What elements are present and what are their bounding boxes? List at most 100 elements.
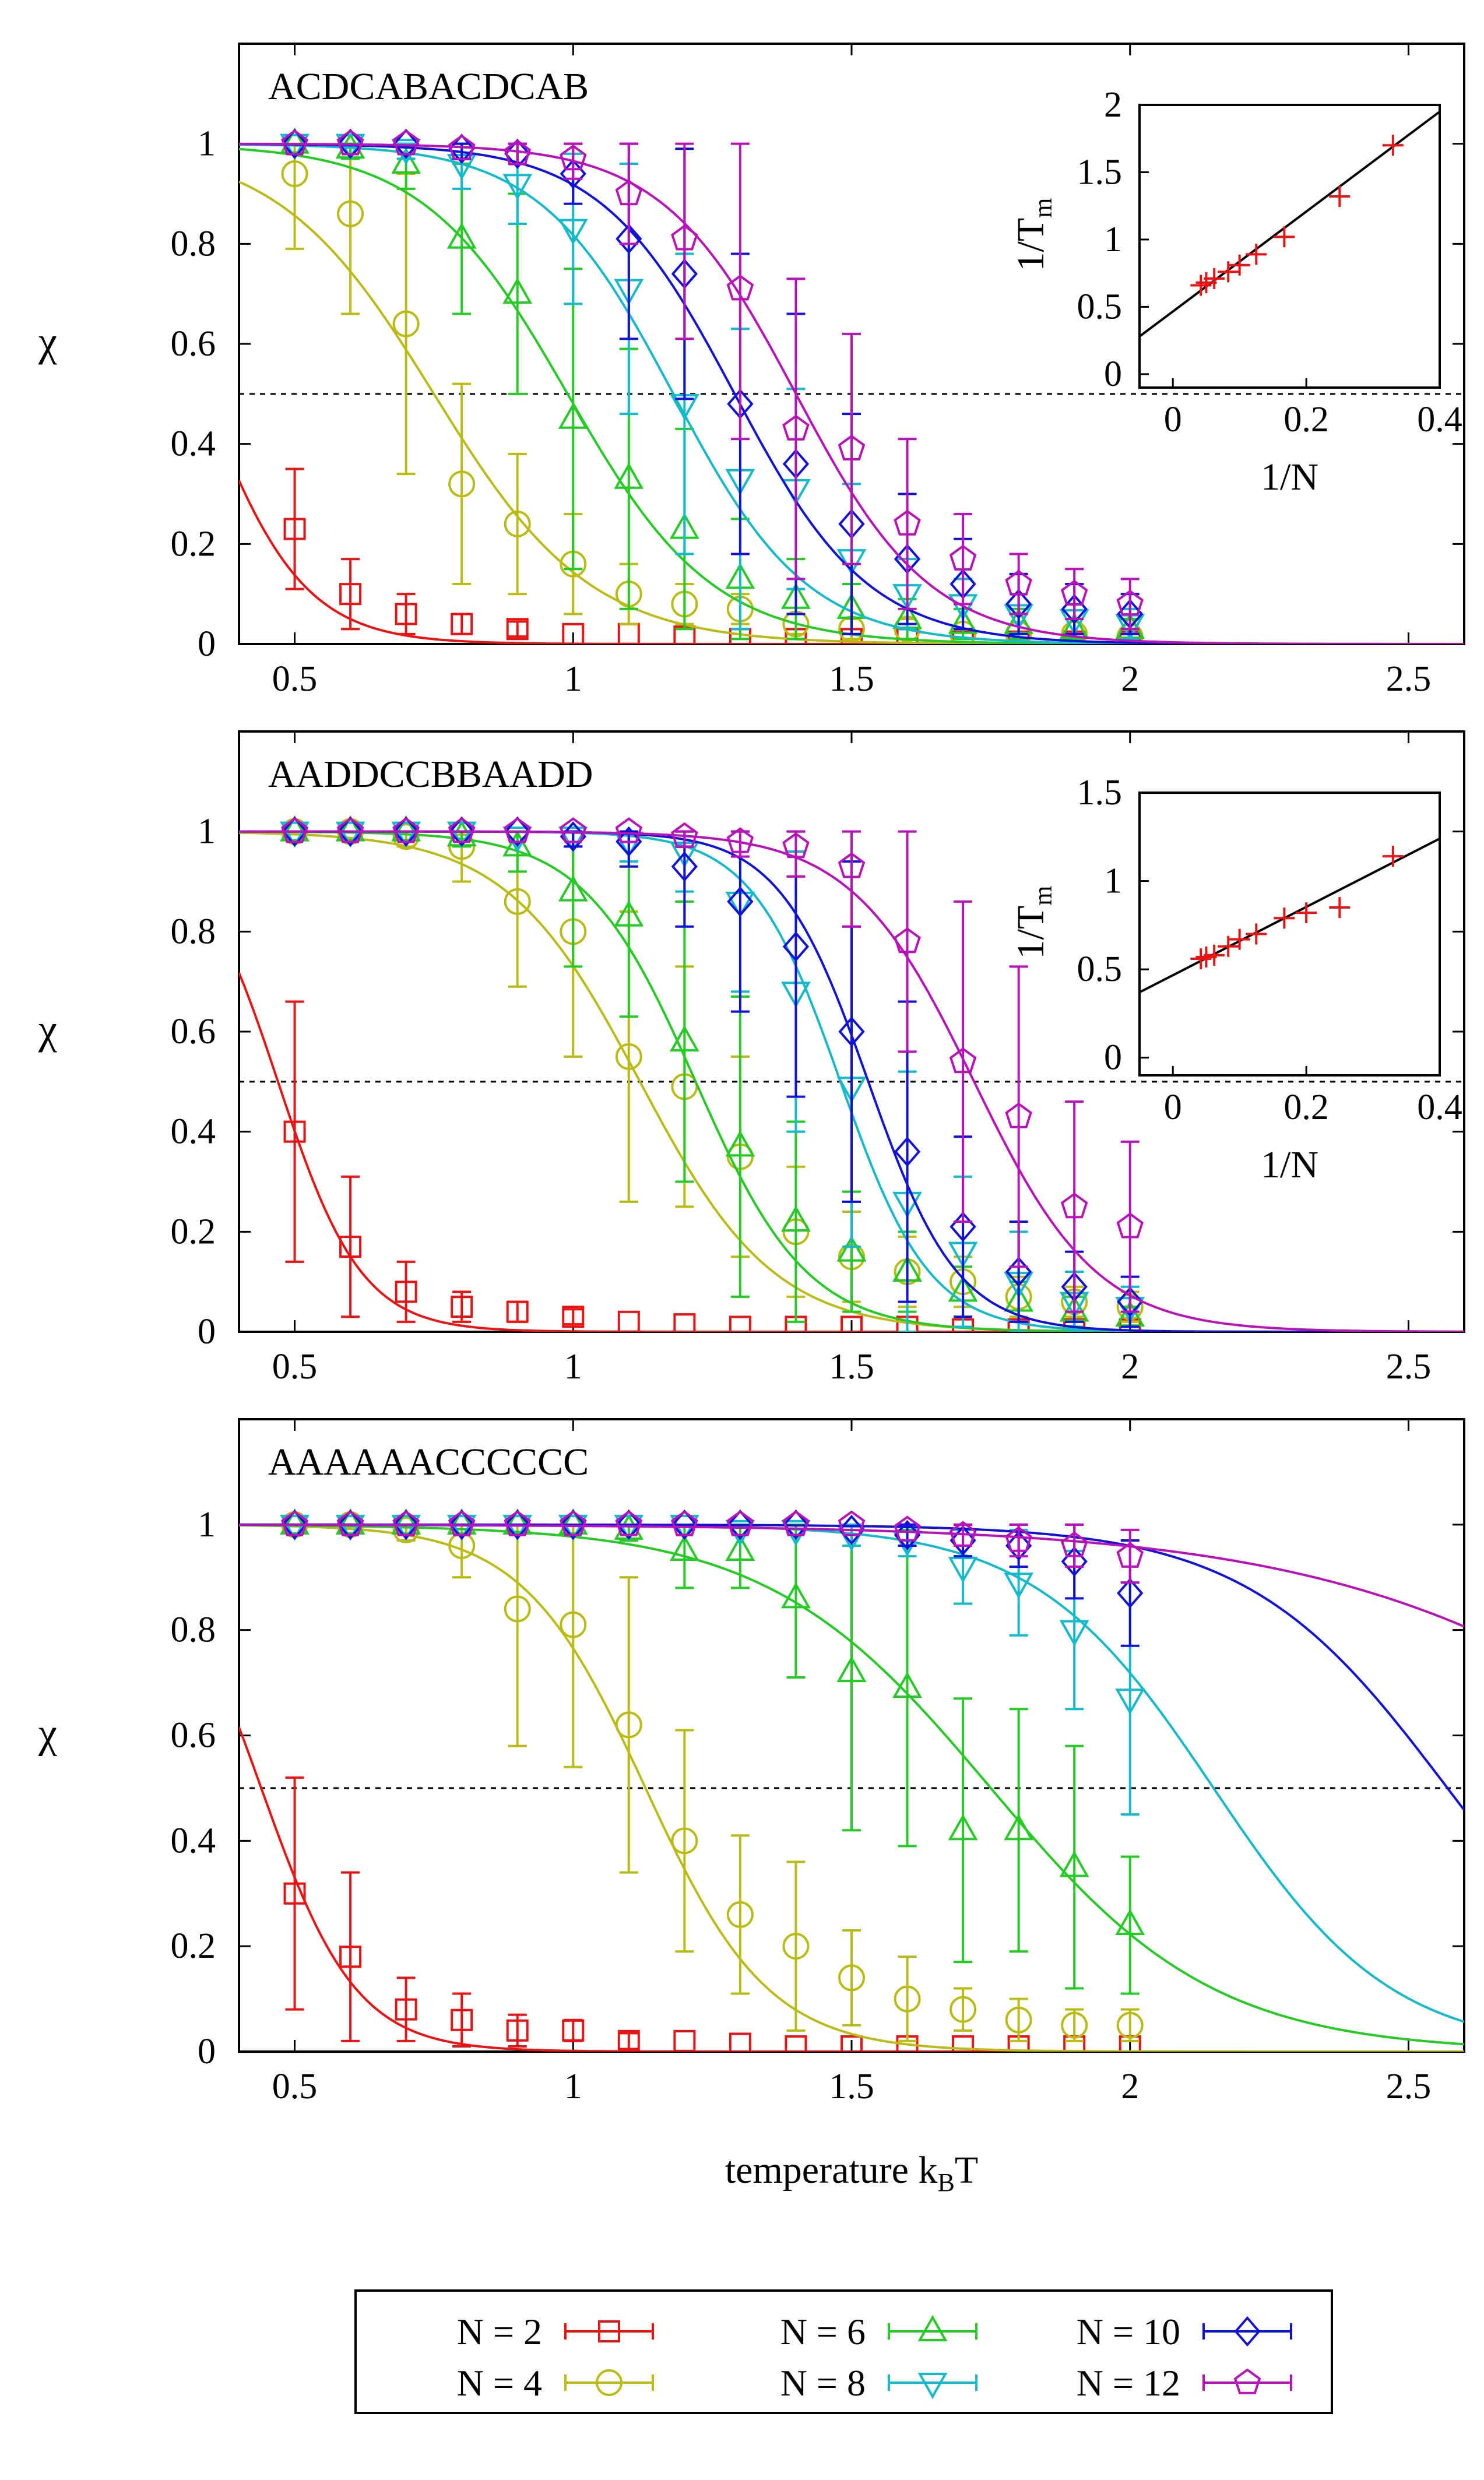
y-tick-label: 0.6: [171, 324, 216, 364]
data-point: [1060, 579, 1088, 606]
data-point: [451, 1296, 473, 1318]
y-tick-label: 0.6: [171, 1716, 216, 1756]
data-point: [614, 462, 644, 489]
panel-3: 0.5 1 1.5 2 2.5 0 0.2 0.4 0.6 0.8 1 χ AAAAAACCCCCC te…: [38, 1418, 1465, 2197]
data-point: [560, 1509, 586, 1540]
inset-y-tick-label: 0: [1104, 1038, 1122, 1078]
data-point: [391, 1508, 421, 1535]
legend-marker: [917, 2373, 948, 2400]
inset-point: [1274, 907, 1295, 929]
data-point: [950, 1525, 976, 1556]
inset-y-tick-label: 1.5: [1077, 773, 1123, 812]
data-point: [841, 2035, 863, 2052]
data-point: [781, 1519, 811, 1546]
data-point: [336, 129, 364, 156]
inset-fit-line: [1138, 110, 1441, 337]
data-point: [1116, 1542, 1144, 1568]
inset-y-axis-label-sub: m: [1029, 886, 1057, 906]
data-point: [280, 1508, 310, 1535]
y-axis-label: χ: [38, 1710, 57, 1757]
inset-point: [1218, 935, 1239, 957]
data-point: [281, 817, 308, 843]
x-tick-label: 0.5: [272, 2067, 318, 2106]
x-axis-label-sub: B: [937, 2168, 954, 2197]
y-tick-label: 0.4: [171, 1112, 216, 1152]
y-tick-label: 1: [198, 124, 216, 164]
legend-frame: [354, 2289, 1333, 2414]
data-point: [395, 1281, 417, 1303]
data-point: [558, 1508, 588, 1535]
data-point: [1115, 1908, 1145, 1935]
inset-point: [1329, 897, 1351, 919]
data-point: [1061, 2011, 1088, 2039]
data-point: [502, 277, 533, 304]
data-point: [894, 1515, 921, 1542]
data-point: [785, 2035, 807, 2052]
data-point: [504, 139, 532, 166]
legend-entry: N = 2: [457, 2311, 654, 2352]
inset-point: [1190, 275, 1212, 296]
fit-curve: [239, 1726, 1464, 2052]
data-point: [392, 1510, 420, 1536]
series-n=12: [239, 129, 1464, 644]
data-point: [336, 1510, 364, 1536]
legend-entry: N = 8: [780, 2362, 977, 2404]
data-point: [504, 1595, 531, 1623]
data-point: [391, 815, 421, 842]
fit-curve: [239, 480, 1464, 644]
inset-frame: [1138, 104, 1441, 389]
x-tick-label: 2: [1121, 1347, 1139, 1387]
data-point: [280, 1514, 310, 1541]
inset-y-axis-label: 1/Tm: [1010, 198, 1057, 272]
data-point: [725, 1130, 755, 1157]
data-point: [616, 1509, 642, 1540]
data-point: [337, 1509, 364, 1540]
data-point: [1117, 1286, 1144, 1317]
data-point: [1005, 1530, 1032, 1561]
data-point: [781, 1205, 811, 1232]
y-axis-label: χ: [38, 318, 57, 365]
data-point: [506, 1300, 529, 1323]
data-point: [1005, 1526, 1032, 1552]
data-point: [727, 1509, 754, 1540]
data-point: [280, 127, 310, 154]
inset-point: [1246, 244, 1267, 265]
data-point: [562, 2019, 585, 2042]
data-point: [448, 470, 476, 498]
data-point: [446, 222, 477, 249]
data-point: [339, 1236, 362, 1258]
series-n=6: [239, 1508, 1464, 2046]
data-point: [1060, 1192, 1088, 1219]
x-tick-label: 1.5: [829, 1347, 874, 1387]
data-point: [335, 815, 365, 842]
x-tick-label: 1.5: [829, 2067, 874, 2106]
inset-y-tick-label: 1: [1104, 861, 1122, 901]
data-point: [392, 816, 420, 847]
y-tick-label: 0.2: [171, 524, 216, 564]
data-point: [504, 817, 532, 843]
data-point: [448, 1509, 475, 1540]
data-point: [782, 931, 810, 962]
data-point: [948, 1814, 978, 1841]
data-point: [669, 1025, 699, 1052]
inset-point: [1274, 226, 1295, 248]
data-point: [502, 1508, 533, 1535]
data-point: [1115, 1688, 1145, 1715]
inset-x-tick-label: 0: [1164, 1088, 1182, 1127]
data-point: [617, 622, 640, 644]
panel-title: AAAAAACCCCCC: [268, 1441, 589, 1483]
inset-point: [1246, 923, 1267, 945]
data-point: [782, 414, 810, 441]
x-tick-label: 2: [1121, 2067, 1139, 2106]
data-point: [337, 816, 364, 847]
data-point: [615, 1043, 642, 1070]
series-layer: [239, 815, 1464, 1332]
y-tick-label: 0.8: [171, 224, 216, 263]
inset-point: [1382, 135, 1404, 156]
data-point: [283, 1120, 306, 1143]
data-point: [615, 817, 643, 843]
legend-marker: [598, 2320, 620, 2342]
data-point: [838, 1510, 866, 1536]
data-point: [337, 128, 364, 159]
